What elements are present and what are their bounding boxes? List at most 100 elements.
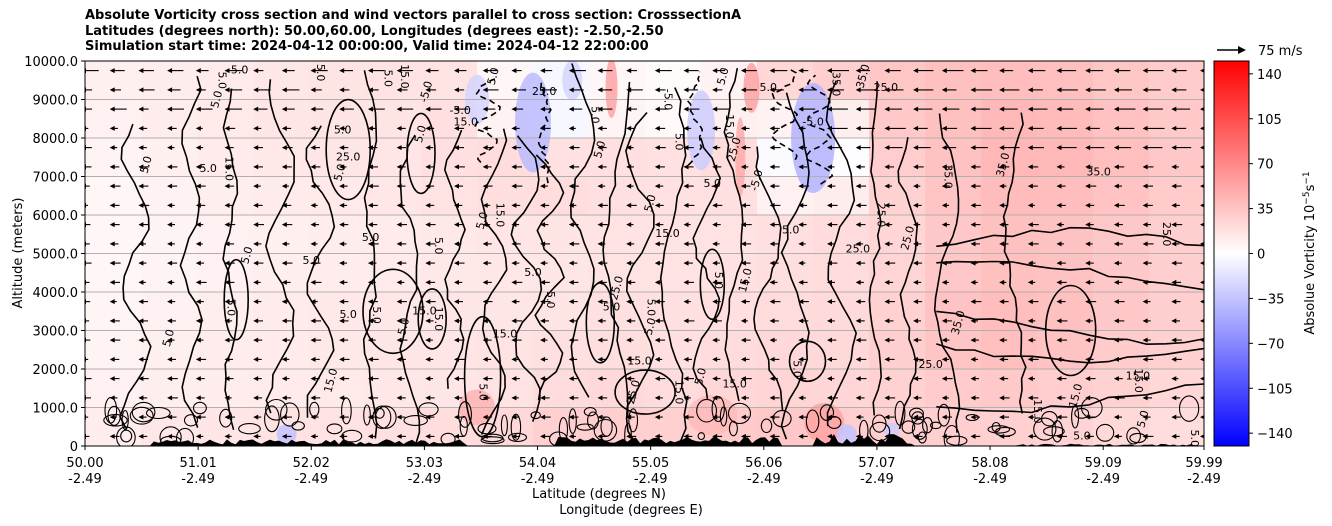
contour-label: -5.0 <box>748 168 766 192</box>
wind-vector-head <box>109 299 115 305</box>
contour-label: 25.0 <box>1160 222 1173 247</box>
wind-vector-head <box>511 222 517 228</box>
heatmap-cell <box>85 253 142 293</box>
contour-loop <box>946 435 968 446</box>
heatmap-cell <box>1093 330 1150 370</box>
wind-vector-head <box>884 164 890 170</box>
wind-vector-head <box>195 87 201 93</box>
wind-vector-head <box>511 299 517 305</box>
wind-vector-head <box>511 87 517 93</box>
heatmap-cell <box>981 176 1038 216</box>
heatmap-cell <box>981 369 1038 409</box>
heatmap-cell <box>309 215 366 255</box>
wind-vector-head <box>1085 414 1091 420</box>
title-line-3: Simulation start time: 2024-04-12 00:00:… <box>85 39 649 54</box>
wind-vector-head <box>913 260 919 266</box>
wind-vector-head <box>568 183 574 189</box>
y-tick-label: 9000.0 <box>33 94 79 109</box>
wind-vector-head <box>1142 68 1148 74</box>
wind-vector-head <box>798 356 804 362</box>
contour-loop <box>917 431 927 444</box>
wind-vector-head <box>970 395 976 401</box>
contour-label: 5.0 <box>642 193 659 213</box>
wind-vector-head <box>195 202 201 208</box>
wind-vector-head <box>109 164 115 170</box>
wind-vector-head <box>511 260 517 266</box>
wind-vector-head <box>1113 279 1119 285</box>
heatmap-cell <box>1149 292 1204 332</box>
contour-loop <box>417 288 448 350</box>
heatmap-cell <box>533 292 590 332</box>
wind-vector-head <box>511 241 517 247</box>
heatmap-cell <box>645 369 702 409</box>
contour-label: 5.0 <box>1134 409 1151 429</box>
contour-loop <box>238 423 261 435</box>
wind-vector-head <box>970 356 976 362</box>
wind-vector-head <box>970 337 976 343</box>
wind-vector-head <box>769 376 775 382</box>
wind-vector-head <box>454 299 459 305</box>
wind-vector-head <box>568 125 574 131</box>
wind-vector-head <box>769 318 775 324</box>
heatmap-cell <box>85 61 142 101</box>
wind-vector-head <box>597 125 603 131</box>
wind-vector-head <box>1171 356 1177 362</box>
wind-vector-head <box>626 241 632 247</box>
wind-vector-head <box>740 222 746 228</box>
contour-loop <box>568 408 577 434</box>
wind-vector-head <box>683 337 689 343</box>
title-line-2: Latitudes (degrees north): 50.00,60.00, … <box>85 23 664 39</box>
wind-vector-head <box>367 145 373 151</box>
x-tick-label-longitude: -2.49 <box>973 472 1007 487</box>
wind-vector-head <box>1027 222 1033 228</box>
wind-vector-head <box>855 145 861 151</box>
wind-vector-head <box>224 241 230 247</box>
heatmap-cell <box>869 99 926 139</box>
wind-vector-head <box>511 376 517 382</box>
x-axis-label-longitude: Longitude (degrees E) <box>559 503 703 518</box>
contour-loop <box>922 417 933 434</box>
wind-vector-head <box>597 164 603 170</box>
wind-vector-head <box>1027 145 1033 151</box>
wind-vector-head <box>654 164 660 170</box>
wind-vector-head <box>855 318 861 324</box>
wind-vector-head <box>884 356 890 362</box>
wind-vector-head <box>1085 106 1091 112</box>
heatmap-cell <box>1093 176 1150 216</box>
wind-vector-head <box>740 356 746 362</box>
contour-loop <box>583 407 597 417</box>
contour-label: 5.0 <box>160 328 177 348</box>
quiver-key-arrowhead <box>1238 46 1246 54</box>
wind-vector-head <box>1027 87 1033 93</box>
wind-vector-head <box>740 433 746 439</box>
wind-vector-head <box>339 414 345 420</box>
contour-loop <box>530 411 541 420</box>
contour-label: -5.0 <box>802 116 823 129</box>
heatmap-cell <box>85 330 142 370</box>
wind-vector-head <box>769 260 775 266</box>
colorbar-label-text: Absolue Vorticity 10 <box>1303 205 1318 335</box>
contour-loop <box>223 258 249 341</box>
wind-vector-head <box>511 337 517 343</box>
wind-vector-head <box>913 279 919 285</box>
wind-vector-head <box>1171 433 1177 439</box>
wind-vector-head <box>855 183 861 189</box>
wind-vector-head <box>1142 260 1148 266</box>
wind-vector-head <box>884 125 890 131</box>
wind-vector-head <box>970 202 976 208</box>
wind-vector-head <box>1056 414 1062 420</box>
wind-vector-head <box>339 260 345 266</box>
wind-vector-head <box>224 279 230 285</box>
wind-vector-head <box>626 222 632 228</box>
wind-vector-head <box>138 356 144 362</box>
heatmap-cell <box>1149 61 1204 101</box>
wind-vector-head <box>1142 145 1148 151</box>
wind-vector-head <box>654 222 660 228</box>
wind-vector-head <box>1056 106 1062 112</box>
wind-vector-head <box>253 106 259 112</box>
wind-vector-head <box>167 279 173 285</box>
wind-vector-head <box>224 164 230 170</box>
wind-vector-head <box>1200 338 1204 343</box>
wind-vector-head <box>425 106 431 112</box>
y-axis: 0 1000.0 2000.0 3000.0 4000.0 5000.0 6000.0 700… <box>24 55 85 455</box>
